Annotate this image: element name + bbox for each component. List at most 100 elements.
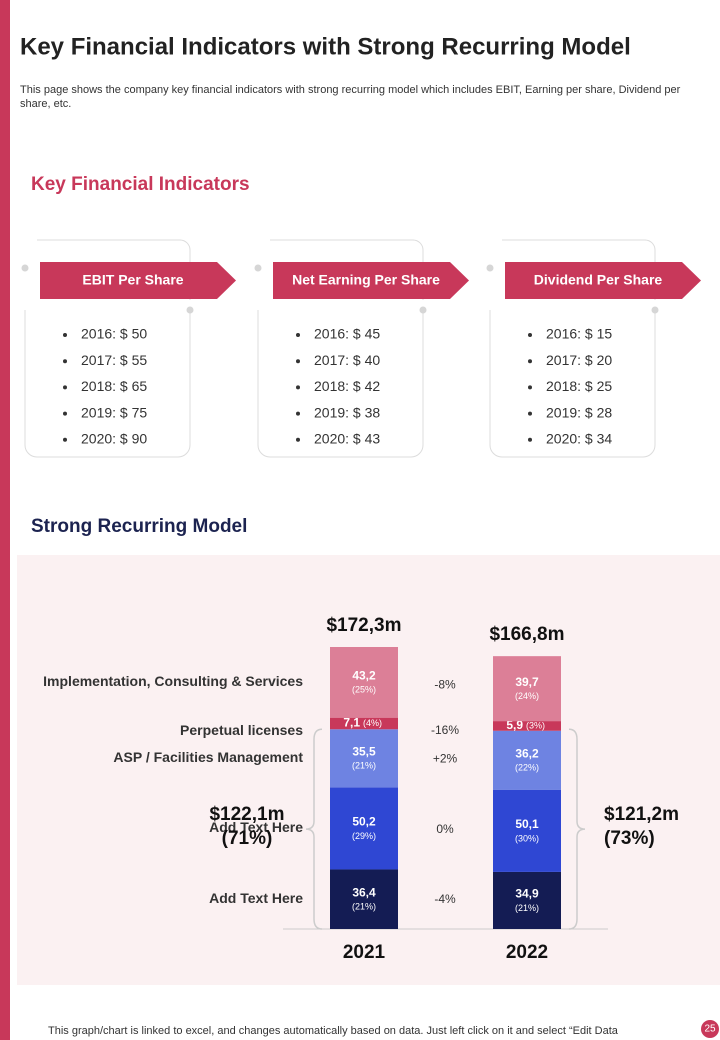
total-label: $166,8m [489, 624, 564, 645]
bullet [63, 333, 67, 337]
card-item: 2016: $ 50 [81, 326, 147, 342]
section-heading: Key Financial Indicators [31, 174, 250, 195]
card-title: EBIT Per Share [82, 272, 183, 288]
value-label: 50,2 [352, 815, 376, 829]
bullet [296, 385, 300, 390]
value-label: 34,9 [515, 887, 539, 901]
share-label: (21%) [352, 761, 376, 771]
bar-segment [493, 721, 561, 731]
card-item: 2017: $ 40 [314, 352, 380, 368]
share-label: (29%) [352, 831, 376, 841]
side-bar [0, 0, 10, 1040]
bullet [528, 333, 532, 337]
value-label: 5,9 [506, 718, 523, 732]
description: This page shows the company key financia… [20, 84, 681, 110]
value-label: 7,1 [343, 716, 360, 730]
ribbon [40, 262, 236, 299]
bar-segment [330, 647, 398, 718]
share-label: (21%) [515, 903, 539, 913]
dot [21, 264, 29, 272]
card-item: 2020: $ 34 [546, 431, 612, 447]
bar-segment [330, 729, 398, 788]
share-label: (3%) [526, 720, 545, 730]
bullet [296, 437, 300, 442]
series-name: Add Text Here [209, 819, 303, 835]
bracket-label: $121,2m [604, 804, 679, 825]
bar-segment [493, 730, 561, 790]
value-label: 36,4 [352, 885, 376, 899]
dot [651, 306, 659, 314]
ribbon [505, 262, 701, 299]
card-title: Net Earning Per Share [292, 272, 440, 288]
bullet [296, 333, 300, 337]
bullet [528, 437, 532, 442]
page-number: 25 [704, 1024, 716, 1035]
change-label: -8% [434, 678, 456, 692]
card-outline [24, 239, 191, 458]
card-item: 2019: $ 38 [314, 404, 380, 420]
total-label: $172,3m [326, 615, 401, 636]
card-item: 2020: $ 90 [81, 431, 147, 447]
bullet [528, 411, 532, 416]
share-label: (25%) [352, 685, 376, 695]
bullet [63, 359, 67, 364]
value-label: 36,2 [515, 747, 539, 761]
card-item: 2018: $ 65 [81, 378, 147, 394]
change-label: -4% [434, 892, 456, 906]
bullet [63, 411, 67, 416]
bullet [528, 385, 532, 390]
bracket-label: $122,1m [209, 804, 284, 825]
card-title: Dividend Per Share [534, 272, 663, 288]
card-item: 2016: $ 15 [546, 326, 612, 342]
card-item: 2019: $ 28 [546, 404, 612, 420]
change-label: 0% [436, 822, 454, 836]
series-name: Perpetual licenses [180, 722, 303, 738]
value-label: 43,2 [352, 669, 376, 683]
dot [419, 306, 427, 314]
share-label: (4%) [363, 718, 382, 728]
bracket [568, 728, 586, 930]
series-name: ASP / Facilities Management [113, 749, 303, 765]
bullet [296, 359, 300, 364]
card-item: 2016: $ 45 [314, 326, 380, 342]
card-item: 2020: $ 43 [314, 431, 380, 447]
dot [486, 264, 494, 272]
card-item: 2017: $ 20 [546, 352, 612, 368]
series-name: Add Text Here [209, 890, 303, 906]
bar-segment [493, 871, 561, 929]
bar-segment [493, 789, 561, 872]
value-label: 39,7 [515, 675, 539, 689]
bracket-label: (73%) [604, 828, 655, 849]
bar-segment [493, 656, 561, 722]
share-label: (22%) [515, 763, 539, 773]
category-label: 2021 [343, 942, 386, 963]
footer-note: This graph/chart is linked to excel, and… [48, 1025, 619, 1037]
series-name: Implementation, Consulting & Services [43, 673, 303, 689]
share-label: (24%) [515, 691, 539, 701]
dot [186, 306, 194, 314]
change-label: +2% [433, 752, 458, 766]
dot [254, 264, 262, 272]
card-outline [257, 239, 424, 458]
bracket-label: (71%) [222, 828, 273, 849]
title: Key Financial Indicators with Strong Rec… [20, 33, 631, 60]
bullet [296, 411, 300, 416]
share-label: (21%) [352, 902, 376, 912]
category-label: 2022 [506, 942, 548, 963]
change-label: -16% [431, 723, 459, 737]
page-badge [701, 1020, 719, 1038]
bullet [63, 437, 67, 442]
bullet [528, 359, 532, 364]
bar-segment [330, 869, 398, 929]
card-item: 2019: $ 75 [81, 404, 147, 420]
card-item: 2018: $ 42 [314, 378, 380, 394]
value-label: 35,5 [352, 744, 376, 758]
share-label: (30%) [515, 833, 539, 843]
card-item: 2018: $ 25 [546, 378, 612, 394]
bracket [305, 728, 323, 930]
card-outline [489, 239, 656, 458]
bullet [63, 385, 67, 390]
bar-segment [330, 717, 398, 730]
